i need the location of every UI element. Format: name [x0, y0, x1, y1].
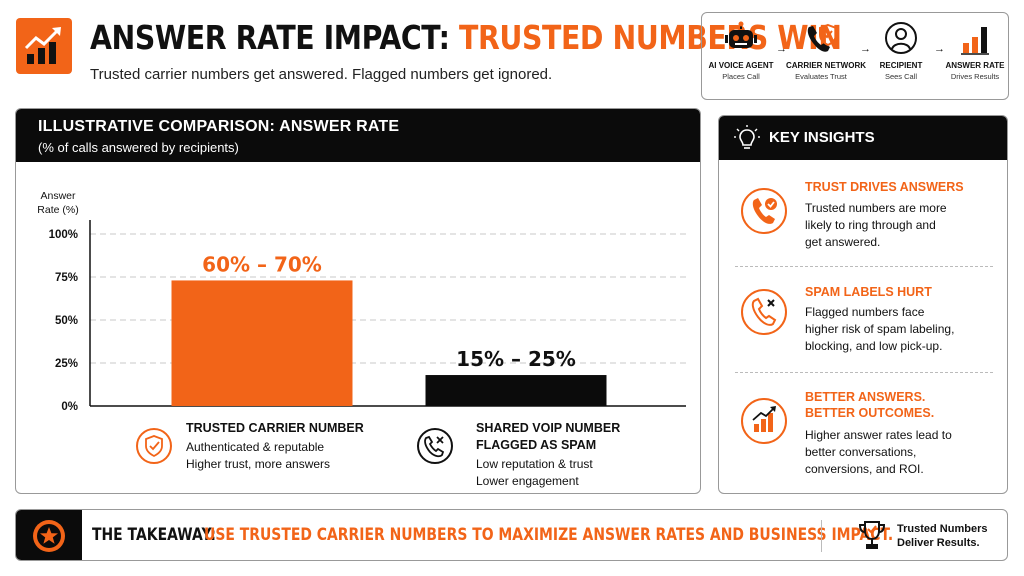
flow-step-sub: Places Call: [722, 72, 760, 81]
takeaway-divider: [821, 520, 822, 552]
insight-line: get answered.: [805, 235, 881, 249]
key-insights-panel: KEY INSIGHTS TRUST DRIVES ANSWERS Truste…: [718, 115, 1008, 494]
star-icon: [33, 520, 65, 552]
bar: [171, 280, 353, 406]
category-desc: Low reputation & trust: [476, 457, 593, 471]
y-tick-label: 25%: [55, 358, 78, 370]
flow-step-label: CARRIER NETWORK: [786, 61, 866, 70]
flow-arrow-icon: →: [934, 43, 945, 55]
shield-check-icon: [136, 428, 172, 464]
insights-header: KEY INSIGHTS: [719, 116, 1007, 160]
insight-title: SPAM LABELS HURT: [805, 285, 932, 299]
flow-step-label: RECIPIENT: [879, 61, 923, 70]
flow-step-recipient: RECIPIENT Sees Call: [866, 21, 936, 81]
y-tick-label: 50%: [55, 315, 78, 327]
chart-subtitle: (% of calls answered by recipients): [38, 140, 239, 155]
flow-arrow-icon: →: [860, 43, 871, 55]
flow-arrow-icon: →: [776, 43, 787, 55]
bar-range-label: 15% – 25%: [456, 347, 576, 371]
category-desc: Higher trust, more answers: [186, 457, 330, 471]
shield-shape: [145, 435, 163, 458]
phone-check-icon: [741, 188, 787, 234]
category-legend-item: SHARED VOIP NUMBER FLAGGED AS SPAM Low rep…: [417, 421, 620, 488]
title-accent: TRUSTED NUMBERS WIN: [459, 18, 842, 57]
chart-header: ILLUSTRATIVE COMPARISON: ANSWER RATE (% …: [16, 109, 700, 162]
takeaway-star-box: [16, 510, 82, 560]
insight-title: BETTER OUTCOMES.: [805, 406, 935, 420]
insight-line: better conversations,: [805, 445, 917, 459]
insight-line: blocking, and low pick-up.: [805, 339, 943, 353]
insights-title: KEY INSIGHTS: [769, 129, 875, 146]
flow-step-answer-rate: ANSWER RATE Drives Results: [940, 21, 1010, 81]
takeaway-bar: THE TAKEAWAY: USE TRUSTED CARRIER NUMBER…: [15, 509, 1008, 561]
chart-title: ILLUSTRATIVE COMPARISON: ANSWER RATE: [38, 118, 400, 135]
bar: [425, 375, 607, 406]
growth-chart-icon: [741, 398, 787, 444]
insight-line: likely to ring through and: [805, 218, 936, 232]
phone-shape: [424, 435, 445, 458]
takeaway-badge: Trusted Numbers Deliver Results.: [897, 522, 987, 550]
badge-line: Trusted Numbers: [897, 523, 988, 535]
logo-rising-bar-chart-icon: [16, 18, 72, 74]
title-prefix: ANSWER RATE IMPACT:: [90, 18, 460, 57]
insight-title: TRUST DRIVES ANSWERS: [805, 180, 964, 194]
insight-line: Trusted numbers are more: [805, 201, 947, 215]
chart-panel: ILLUSTRATIVE COMPARISON: ANSWER RATE (% …: [15, 108, 701, 494]
y-tick-label: 0%: [61, 401, 78, 413]
flow-step-sub: Drives Results: [950, 72, 1000, 81]
y-tick-label: 75%: [55, 272, 78, 284]
answer-rate-bar-chart: Answer Rate (%) 0% 25% 50% 75% 100% 60% – 70% 15…: [37, 190, 686, 488]
category-desc: Authenticated & reputable: [186, 440, 324, 454]
person-icon: [885, 22, 917, 54]
category-name: SHARED VOIP NUMBER: [476, 421, 620, 435]
robot-icon: [725, 21, 757, 48]
call-flow-panel: AI VOICE AGENT Places Call → CARRIER NET…: [701, 12, 1009, 100]
bar-range-label: 60% – 70%: [202, 252, 322, 276]
bar-chart-icon: [961, 27, 989, 55]
page-subtitle: Trusted carrier numbers get answered. Fl…: [90, 66, 553, 83]
category-name: FLAGGED AS SPAM: [476, 438, 596, 452]
lightbulb-icon: [734, 125, 760, 149]
flow-step-ai-voice-agent: AI VOICE AGENT Places Call: [706, 21, 776, 81]
category-desc: Lower engagement: [476, 474, 579, 488]
insight-divider: [735, 266, 993, 267]
flow-step-sub: Sees Call: [884, 72, 918, 81]
category-name: TRUSTED CARRIER NUMBER: [186, 421, 364, 435]
phone-blocked-icon: [417, 428, 453, 464]
page-title: ANSWER RATE IMPACT: TRUSTED NUMBERS WIN: [90, 18, 842, 57]
insight-line: Higher answer rates lead to: [805, 428, 952, 442]
takeaway-label: THE TAKEAWAY:: [92, 525, 216, 545]
phone-x-icon: [741, 289, 787, 335]
phone-shield-icon: [807, 23, 837, 52]
insight-line: conversions, and ROI.: [805, 462, 924, 476]
takeaway-text: USE TRUSTED CARRIER NUMBERS TO MAXIMIZE …: [204, 525, 894, 545]
insight-line: Flagged numbers face: [805, 305, 925, 319]
flow-step-sub: Evaluates Trust: [795, 72, 847, 81]
x-mark: [436, 436, 444, 444]
flow-step-label: ANSWER RATE: [945, 61, 1005, 70]
y-axis-title: Answer: [40, 190, 76, 202]
insight-line: higher risk of spam labeling,: [805, 322, 955, 336]
insight-divider: [735, 372, 993, 373]
flow-step-carrier-network: CARRIER NETWORK Evaluates Trust: [786, 21, 866, 81]
insight-title: BETTER ANSWERS.: [805, 390, 926, 404]
category-legend-item: TRUSTED CARRIER NUMBER Authenticated & re…: [136, 421, 364, 471]
y-tick-label: 100%: [49, 229, 78, 241]
y-axis-title: Rate (%): [37, 204, 78, 216]
flow-step-label: AI VOICE AGENT: [708, 61, 774, 70]
check-mark: [149, 441, 160, 451]
badge-line: Deliver Results.: [897, 537, 980, 549]
trophy-icon: [858, 521, 886, 549]
